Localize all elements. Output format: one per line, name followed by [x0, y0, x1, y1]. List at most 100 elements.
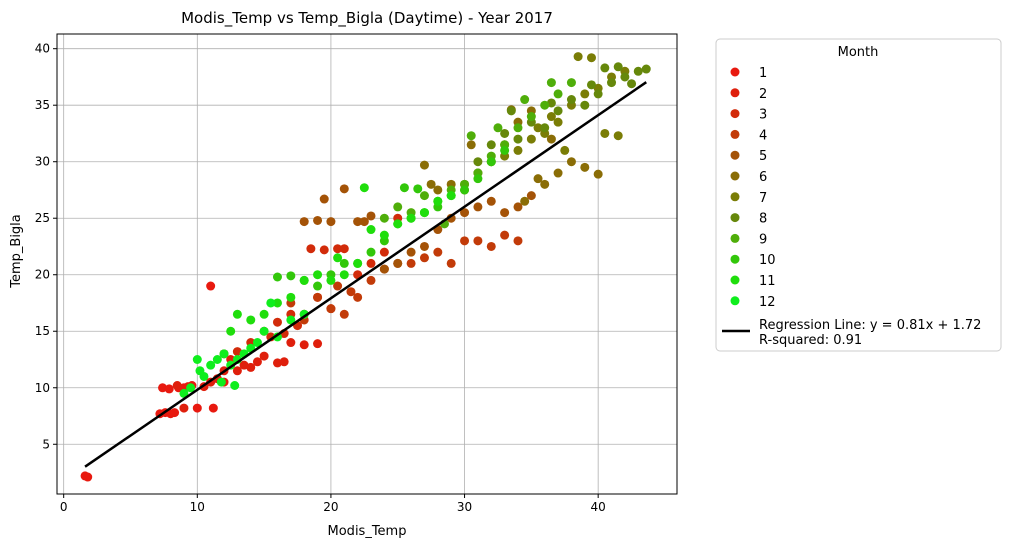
scatter-point-month-5	[366, 211, 376, 221]
scatter-point-month-8	[500, 128, 510, 138]
scatter-point-month-10	[486, 157, 496, 167]
y-tick-label: 35	[35, 98, 50, 112]
scatter-point-month-10	[460, 185, 470, 195]
scatter-point-month-1	[164, 384, 174, 394]
scatter-point-month-6	[426, 179, 436, 189]
scatter-point-month-8	[553, 106, 563, 116]
scatter-point-month-6	[520, 196, 530, 206]
x-tick-label: 0	[60, 500, 68, 514]
scatter-point-month-2	[232, 366, 242, 376]
scatter-point-month-1	[206, 281, 216, 291]
scatter-point-month-5	[353, 217, 363, 227]
scatter-point-month-9	[526, 112, 536, 122]
legend-label-month-11: 11	[759, 274, 776, 289]
scatter-point-month-4	[339, 309, 349, 319]
scatter-point-month-5	[379, 264, 389, 274]
scatter-point-month-5	[313, 215, 323, 225]
scatter-point-month-8	[486, 140, 496, 150]
scatter-point-month-11	[326, 275, 336, 285]
y-axis-ticks: 5 10 15 20 25 30 35 40	[35, 42, 57, 451]
scatter-point-month-6	[593, 169, 603, 179]
scatter-point-month-12	[266, 298, 276, 308]
scatter-point-month-10	[413, 184, 423, 194]
scatter-point-month-7	[546, 112, 556, 122]
scatter-point-month-10	[500, 145, 510, 155]
legend-marker-month-3	[730, 109, 740, 119]
chart-title: Modis_Temp vs Temp_Bigla (Daytime) - Yea…	[181, 9, 553, 28]
scatter-point-month-12	[252, 338, 262, 348]
scatter-point-month-6	[546, 134, 556, 144]
scatter-point-month-5	[299, 217, 309, 227]
scatter-point-month-8	[580, 100, 590, 110]
scatter-point-month-8	[641, 64, 651, 74]
scatter-point-month-8	[607, 78, 617, 88]
scatter-point-month-9	[566, 78, 576, 88]
scatter-point-month-4	[500, 230, 510, 240]
scatter-point-month-2	[179, 403, 189, 413]
scatter-point-month-9	[540, 100, 550, 110]
scatter-point-month-11	[379, 230, 389, 240]
y-tick-label: 20	[35, 268, 50, 282]
scatter-point-month-12	[179, 388, 189, 398]
scatter-point-month-5	[393, 258, 403, 268]
scatter-point-month-4	[446, 258, 456, 268]
scatter-point-month-7	[613, 131, 623, 141]
x-tick-label: 10	[190, 500, 205, 514]
scatter-point-month-3	[272, 317, 282, 327]
legend-marker-month-1	[730, 67, 740, 77]
scatter-point-month-12	[216, 377, 226, 387]
y-tick-label: 15	[35, 324, 50, 338]
scatter-point-month-2	[272, 358, 282, 368]
scatter-point-month-11	[313, 270, 323, 280]
scatter-point-month-2	[246, 362, 256, 372]
scatter-point-month-4	[406, 258, 416, 268]
legend-label-month-6: 6	[759, 170, 767, 185]
legend-label-month-7: 7	[759, 191, 767, 206]
x-tick-label: 30	[457, 500, 472, 514]
scatter-point-month-9	[393, 202, 403, 212]
y-tick-label: 5	[42, 437, 50, 451]
scatter-point-month-8	[620, 72, 630, 82]
scatter-point-month-11	[366, 225, 376, 235]
legend-frame	[715, 38, 1002, 352]
scatter-point-month-11	[259, 309, 269, 319]
scatter-point-month-11	[419, 208, 429, 218]
scatter-point-month-11	[339, 270, 349, 280]
legend-marker-month-10	[730, 254, 740, 264]
scatter-point-month-4	[460, 236, 470, 246]
scatter-point-month-5	[406, 247, 416, 257]
scatter-point-month-2	[279, 357, 289, 367]
scatter-point-month-11	[359, 183, 369, 193]
scatter-point-month-2	[286, 338, 296, 348]
scatter-point-month-2	[313, 339, 323, 349]
scatter-point-month-3	[306, 244, 316, 254]
legend-marker-month-7	[730, 192, 740, 202]
regression-line	[84, 81, 647, 468]
scatter-point-month-12	[186, 383, 196, 393]
scatter-point-month-7	[533, 123, 543, 133]
scatter-point-month-10	[473, 174, 483, 184]
scatter-point-month-8	[566, 95, 576, 105]
scatter-point-month-4	[486, 241, 496, 251]
scatter-point-month-11	[433, 196, 443, 206]
scatter-point-month-4	[366, 275, 376, 285]
scatter-point-month-11	[299, 275, 309, 285]
scatter-point-month-7	[580, 89, 590, 99]
scatter-point-month-4	[326, 304, 336, 314]
x-axis-label: Modis_Temp	[328, 524, 407, 539]
scatter-point-month-11	[333, 253, 343, 263]
legend-marker-month-4	[730, 129, 740, 139]
scatter-point-month-8	[627, 79, 637, 89]
scatter-point-month-9	[513, 123, 523, 133]
y-axis-label: Temp_Bigla	[9, 214, 24, 289]
scatter-point-month-4	[313, 292, 323, 302]
legend-marker-month-8	[730, 213, 740, 223]
legend-regression-label-line: Regression Line: y = 0.81x + 1.72	[759, 318, 981, 333]
scatter-point-month-4	[433, 247, 443, 257]
legend-title: Month	[838, 45, 879, 60]
scatter-point-month-5	[526, 191, 536, 201]
legend-marker-month-12	[730, 296, 740, 306]
scatter-point-month-1	[83, 472, 93, 482]
